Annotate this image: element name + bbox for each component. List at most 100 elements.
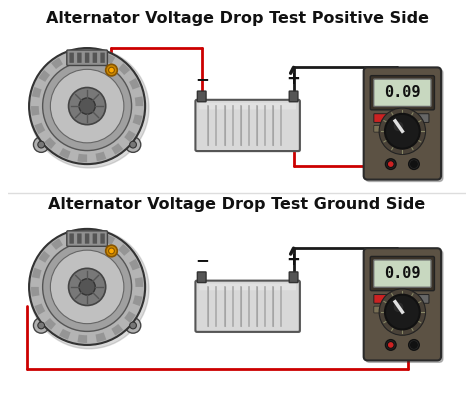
Wedge shape bbox=[68, 232, 79, 241]
FancyBboxPatch shape bbox=[374, 294, 387, 303]
Circle shape bbox=[387, 161, 394, 167]
Circle shape bbox=[79, 279, 95, 295]
Wedge shape bbox=[129, 78, 140, 90]
Wedge shape bbox=[133, 114, 142, 125]
FancyBboxPatch shape bbox=[85, 233, 89, 244]
Wedge shape bbox=[77, 334, 87, 343]
Circle shape bbox=[29, 48, 149, 168]
Wedge shape bbox=[51, 238, 63, 250]
Circle shape bbox=[106, 64, 117, 76]
Wedge shape bbox=[111, 324, 123, 336]
Circle shape bbox=[125, 318, 141, 333]
FancyBboxPatch shape bbox=[388, 294, 401, 303]
FancyBboxPatch shape bbox=[85, 53, 89, 63]
FancyBboxPatch shape bbox=[370, 257, 435, 291]
Circle shape bbox=[43, 62, 132, 151]
Wedge shape bbox=[124, 130, 136, 142]
FancyBboxPatch shape bbox=[289, 91, 298, 102]
FancyBboxPatch shape bbox=[197, 91, 206, 102]
Circle shape bbox=[29, 48, 145, 164]
FancyBboxPatch shape bbox=[199, 283, 296, 290]
Circle shape bbox=[409, 159, 419, 169]
Circle shape bbox=[410, 342, 417, 348]
Circle shape bbox=[29, 229, 145, 345]
Circle shape bbox=[32, 51, 142, 161]
Wedge shape bbox=[135, 96, 143, 106]
Circle shape bbox=[38, 141, 45, 148]
FancyBboxPatch shape bbox=[92, 233, 97, 244]
Circle shape bbox=[29, 48, 145, 164]
FancyBboxPatch shape bbox=[92, 53, 97, 63]
FancyBboxPatch shape bbox=[67, 231, 108, 246]
Wedge shape bbox=[59, 329, 71, 340]
Circle shape bbox=[409, 340, 419, 350]
Circle shape bbox=[32, 232, 142, 342]
Wedge shape bbox=[129, 259, 140, 270]
Wedge shape bbox=[44, 318, 56, 330]
Wedge shape bbox=[135, 277, 143, 287]
Circle shape bbox=[34, 137, 49, 152]
Circle shape bbox=[79, 98, 95, 114]
Wedge shape bbox=[35, 303, 45, 315]
FancyBboxPatch shape bbox=[100, 53, 105, 63]
Text: 0.09: 0.09 bbox=[384, 85, 420, 100]
Wedge shape bbox=[35, 123, 45, 134]
FancyBboxPatch shape bbox=[370, 75, 435, 110]
FancyBboxPatch shape bbox=[374, 125, 390, 132]
Circle shape bbox=[69, 88, 106, 125]
Wedge shape bbox=[118, 63, 130, 75]
FancyBboxPatch shape bbox=[69, 53, 74, 63]
Circle shape bbox=[130, 322, 137, 329]
FancyBboxPatch shape bbox=[364, 248, 441, 360]
Circle shape bbox=[379, 108, 426, 154]
FancyBboxPatch shape bbox=[197, 272, 206, 283]
Circle shape bbox=[109, 248, 114, 254]
FancyBboxPatch shape bbox=[100, 233, 105, 244]
Text: +: + bbox=[287, 70, 301, 88]
FancyBboxPatch shape bbox=[416, 114, 429, 123]
FancyBboxPatch shape bbox=[374, 260, 431, 287]
Circle shape bbox=[393, 302, 403, 312]
Wedge shape bbox=[111, 143, 123, 155]
Wedge shape bbox=[77, 154, 87, 162]
Wedge shape bbox=[38, 251, 50, 263]
Circle shape bbox=[130, 141, 137, 148]
Circle shape bbox=[410, 161, 417, 167]
FancyBboxPatch shape bbox=[195, 281, 300, 332]
Circle shape bbox=[34, 318, 49, 333]
Text: 0.09: 0.09 bbox=[384, 266, 420, 281]
Wedge shape bbox=[31, 106, 39, 116]
Wedge shape bbox=[32, 87, 42, 98]
Circle shape bbox=[125, 137, 141, 152]
FancyBboxPatch shape bbox=[388, 114, 401, 123]
Circle shape bbox=[385, 114, 420, 149]
FancyBboxPatch shape bbox=[402, 294, 415, 303]
FancyBboxPatch shape bbox=[77, 53, 82, 63]
FancyBboxPatch shape bbox=[197, 282, 301, 332]
Text: Alternator Voltage Drop Test Positive Side: Alternator Voltage Drop Test Positive Si… bbox=[46, 11, 428, 26]
Wedge shape bbox=[87, 50, 97, 59]
Wedge shape bbox=[59, 148, 71, 159]
Text: Alternator Voltage Drop Test Ground Side: Alternator Voltage Drop Test Ground Side bbox=[48, 197, 426, 212]
Text: −: − bbox=[195, 70, 209, 88]
Circle shape bbox=[29, 229, 145, 345]
FancyBboxPatch shape bbox=[69, 233, 74, 244]
Circle shape bbox=[106, 245, 117, 257]
Circle shape bbox=[43, 242, 132, 331]
FancyBboxPatch shape bbox=[416, 294, 429, 303]
FancyBboxPatch shape bbox=[67, 50, 108, 66]
FancyBboxPatch shape bbox=[289, 272, 298, 283]
FancyBboxPatch shape bbox=[393, 125, 410, 132]
Wedge shape bbox=[96, 152, 106, 161]
FancyBboxPatch shape bbox=[197, 101, 301, 152]
FancyBboxPatch shape bbox=[374, 306, 390, 313]
Wedge shape bbox=[104, 234, 115, 245]
Circle shape bbox=[379, 289, 426, 335]
Wedge shape bbox=[44, 137, 56, 149]
Wedge shape bbox=[104, 53, 115, 64]
Circle shape bbox=[35, 235, 139, 339]
Wedge shape bbox=[96, 332, 106, 342]
FancyBboxPatch shape bbox=[402, 114, 415, 123]
Circle shape bbox=[387, 342, 394, 348]
Circle shape bbox=[385, 340, 396, 350]
